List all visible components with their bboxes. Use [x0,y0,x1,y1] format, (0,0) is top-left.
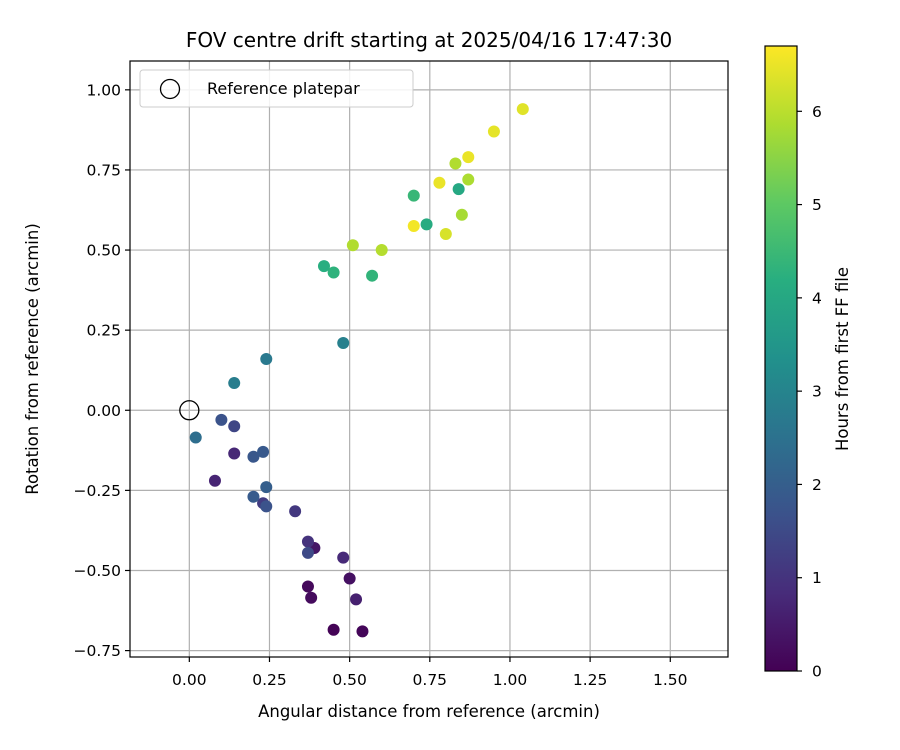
data-point [439,228,452,241]
data-point [247,490,260,503]
data-point [228,420,241,433]
x-tick-label: 0.75 [413,671,448,689]
data-point [189,431,202,444]
data-point [350,593,363,606]
data-point [452,183,465,196]
data-point [257,445,270,458]
y-tick-label: −0.25 [74,482,122,500]
x-tick-label: 0.50 [332,671,367,689]
x-axis-ticks: 0.00 0.25 0.50 0.75 1.00 1.25 1.50 [172,657,688,689]
data-point [433,176,446,189]
data-point [420,218,433,231]
colorbar-tick-label: 6 [812,103,822,121]
data-point [327,266,340,279]
reference-platepar-marker [179,400,200,421]
legend: Reference platepar [139,69,414,108]
data-point [366,269,379,282]
data-point [301,546,314,559]
x-tick-label: 1.25 [573,671,608,689]
data-point [449,157,462,170]
data-point [516,103,529,116]
data-point [305,591,318,604]
data-point [215,413,228,426]
points-layer [179,103,529,638]
data-point [301,535,314,548]
plot-area-frame [129,60,729,658]
data-point [260,481,273,494]
data-point [228,447,241,460]
colorbar: 0 1 2 3 4 5 6 Hours from first FF file [764,45,852,681]
x-tick-label: 0.00 [172,671,207,689]
y-tick-label: 0.50 [86,242,121,260]
data-point [260,500,273,513]
colorbar-ticks: 0 1 2 3 4 5 6 [797,103,822,681]
colorbar-tick-label: 3 [812,383,822,401]
data-point [247,450,260,463]
colorbar-tick-label: 1 [812,569,822,587]
data-point [301,580,314,593]
y-axis-ticks: −0.75 −0.50 −0.25 0.00 0.25 0.50 0.75 1.00 [74,81,130,660]
x-tick-label: 1.50 [653,671,688,689]
data-point [289,505,302,518]
y-tick-label: −0.50 [74,562,122,580]
data-point [487,125,500,138]
colorbar-label: Hours from first FF file [833,267,852,451]
data-point [208,474,221,487]
legend-box [139,69,414,108]
y-tick-label: 0.25 [86,322,121,340]
data-point [317,260,330,273]
y-tick-label: −0.75 [74,642,122,660]
x-tick-label: 1.00 [493,671,528,689]
data-point [260,353,273,365]
chart-title: FOV centre drift starting at 2025/04/16 … [186,28,672,52]
y-tick-label: 0.75 [86,161,121,179]
data-point [407,220,420,233]
colorbar-gradient [764,45,798,672]
data-point [228,377,241,390]
data-point [462,173,475,186]
data-point [455,208,468,221]
data-point [337,551,350,564]
data-point [346,239,359,252]
data-point [356,625,369,638]
y-tick-label: 1.00 [86,81,121,99]
data-point [343,572,356,585]
colorbar-tick-label: 0 [812,663,822,681]
y-axis-label: Rotation from reference (arcmin) [23,223,42,495]
data-point [375,244,388,257]
colorbar-tick-label: 2 [812,476,822,494]
grid-layer [130,61,728,657]
colorbar-tick-label: 4 [812,289,822,307]
data-point [327,623,340,636]
data-point [462,151,475,164]
legend-entry-reference-platepar: Reference platepar [207,79,360,98]
data-point [407,189,420,202]
x-axis-label: Angular distance from reference (arcmin) [258,702,600,721]
colorbar-tick-label: 5 [812,196,822,214]
legend-marker-reference [159,78,181,100]
data-point [337,336,350,349]
y-tick-label: 0.00 [86,402,121,420]
x-tick-label: 0.25 [252,671,287,689]
